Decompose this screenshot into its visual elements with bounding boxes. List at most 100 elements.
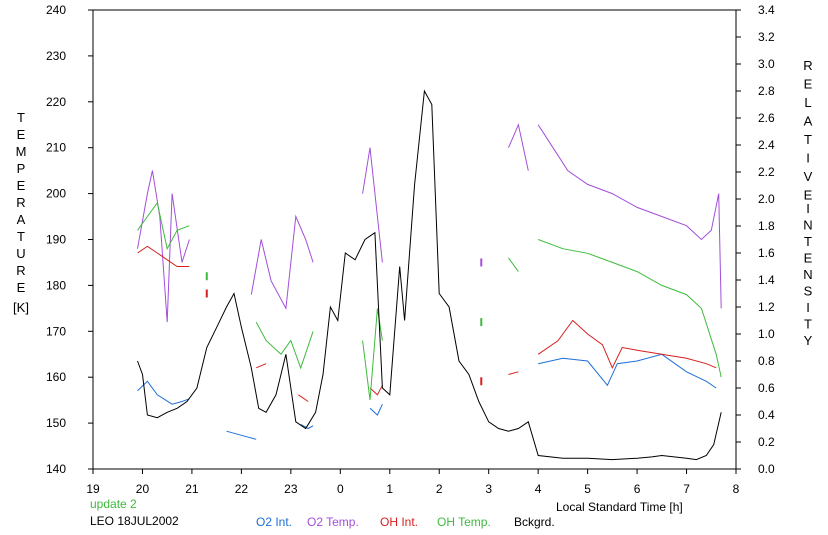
series-o2-temp-line — [537, 124, 722, 309]
right-axis-label-letter: E — [804, 188, 813, 203]
left-axis-label-letter: M — [16, 144, 27, 159]
series-o2-int-line — [137, 380, 190, 405]
legend-o2-temp: O2 Temp. — [307, 515, 359, 529]
series-oh-int-point — [480, 377, 483, 386]
series-oh-int-line — [508, 371, 519, 375]
right-tick-label: 2.8 — [758, 84, 775, 98]
x-tick-label: 20 — [136, 482, 150, 496]
series-o2-int-line — [300, 423, 314, 430]
left-tick-label: 220 — [46, 95, 66, 109]
left-tick-label: 200 — [46, 187, 66, 201]
right-axis-label-letter: T — [804, 132, 812, 147]
right-tick-label: 2.0 — [758, 192, 775, 206]
left-tick-label: 240 — [46, 3, 66, 17]
right-axis-label-letter: L — [804, 95, 811, 110]
series-oh-temp-line — [255, 321, 314, 370]
left-axis-unit: [K] — [13, 300, 29, 315]
right-axis-label-letter: Y — [804, 333, 813, 348]
right-tick-label: 3.4 — [758, 3, 775, 17]
series-oh-temp-line — [538, 239, 722, 378]
right-tick-label: 1.6 — [758, 246, 775, 260]
series-oh-temp-point — [480, 318, 483, 327]
x-tick-label: 2 — [436, 482, 443, 496]
x-tick-label: 1 — [386, 482, 393, 496]
left-tick-label: 230 — [46, 49, 66, 63]
right-axis-label-letter: E — [804, 251, 813, 266]
right-axis-label-letter: N — [803, 218, 812, 233]
series-o2-temp-line — [508, 123, 529, 171]
right-tick-label: 0.0 — [758, 462, 775, 476]
right-axis-label-letter: A — [804, 114, 813, 129]
right-tick-label: 0.4 — [758, 408, 775, 422]
right-tick-label: 2.2 — [758, 165, 775, 179]
series-layer — [137, 89, 722, 461]
series-oh-temp-line — [137, 201, 190, 251]
x-tick-label: 22 — [235, 482, 249, 496]
x-tick-label: 7 — [683, 482, 690, 496]
station-date-annotation: LEO 18JUL2002 — [90, 514, 179, 528]
series-o2-temp-line — [250, 214, 314, 311]
right-axis-label-letter: R — [803, 58, 812, 73]
update-annotation: update 2 — [90, 497, 137, 511]
left-axis-label-letter: T — [17, 110, 25, 125]
left-axis-label-letter: E — [17, 280, 26, 295]
legend-o2-int: O2 Int. — [256, 515, 293, 529]
series-oh-temp-line — [362, 308, 383, 401]
right-axis-label-letter: I — [806, 151, 810, 166]
left-axis-label-letter: R — [16, 195, 25, 210]
x-tick-label: 23 — [284, 482, 298, 496]
left-axis-label-letter: A — [17, 212, 26, 227]
right-axis-label-letter: S — [804, 284, 813, 299]
right-axis-label-letter: I — [806, 201, 810, 216]
left-axis-label-letter: T — [17, 229, 25, 244]
right-tick-label: 1.2 — [758, 300, 775, 314]
x-tick-label: 4 — [535, 482, 542, 496]
series-oh-int-line — [298, 394, 309, 402]
x-tick-label: 6 — [634, 482, 641, 496]
left-axis-label-letter: U — [16, 246, 25, 261]
series-oh-int-line — [537, 319, 717, 370]
left-axis-label-letter: E — [17, 127, 26, 142]
series-oh-int-line — [256, 363, 267, 369]
series-o2-temp-line — [137, 170, 190, 323]
x-tick-label: 0 — [337, 482, 344, 496]
x-tick-label: 21 — [185, 482, 199, 496]
left-tick-label: 170 — [46, 324, 66, 338]
series-bckgrd-line — [137, 89, 722, 461]
series-oh-int-point — [205, 289, 208, 298]
series-oh-temp-line — [508, 257, 519, 272]
right-tick-label: 0.6 — [758, 381, 775, 395]
left-tick-label: 150 — [46, 416, 66, 430]
x-tick-label: 8 — [733, 482, 740, 496]
series-o2-int-line — [369, 403, 383, 416]
series-o2-int-line — [226, 430, 257, 440]
right-tick-label: 0.8 — [758, 354, 775, 368]
series-oh-temp-point — [205, 272, 208, 281]
left-tick-label: 160 — [46, 370, 66, 384]
right-tick-label: 2.4 — [758, 138, 775, 152]
right-axis-label-letter: T — [804, 317, 812, 332]
series-oh-int-line — [137, 245, 190, 267]
right-axis-label-letter: T — [804, 234, 812, 249]
right-axis-label-letter: E — [804, 77, 813, 92]
right-tick-label: 1.0 — [758, 327, 775, 341]
left-axis-label-letter: P — [17, 161, 26, 176]
plot-frame — [92, 9, 737, 470]
legend-oh-int: OH Int. — [380, 515, 419, 529]
x-tick-label: 5 — [584, 482, 591, 496]
left-axis-label-letter: E — [17, 178, 26, 193]
right-axis-label-letter: I — [806, 300, 810, 315]
right-tick-label: 3.0 — [758, 57, 775, 71]
right-tick-label: 0.2 — [758, 435, 775, 449]
x-axis-title: Local Standard Time [h] — [556, 500, 683, 514]
series-o2-int-line — [538, 353, 717, 389]
right-axis-label-letter: N — [803, 267, 812, 282]
right-axis-label-letter: V — [804, 169, 813, 184]
right-tick-label: 3.2 — [758, 30, 775, 44]
left-axis-label-letter: R — [16, 263, 25, 278]
right-tick-label: 1.8 — [758, 219, 775, 233]
series-oh-int-line — [369, 385, 383, 396]
x-tick-label: 19 — [86, 482, 100, 496]
left-tick-label: 190 — [46, 233, 66, 247]
